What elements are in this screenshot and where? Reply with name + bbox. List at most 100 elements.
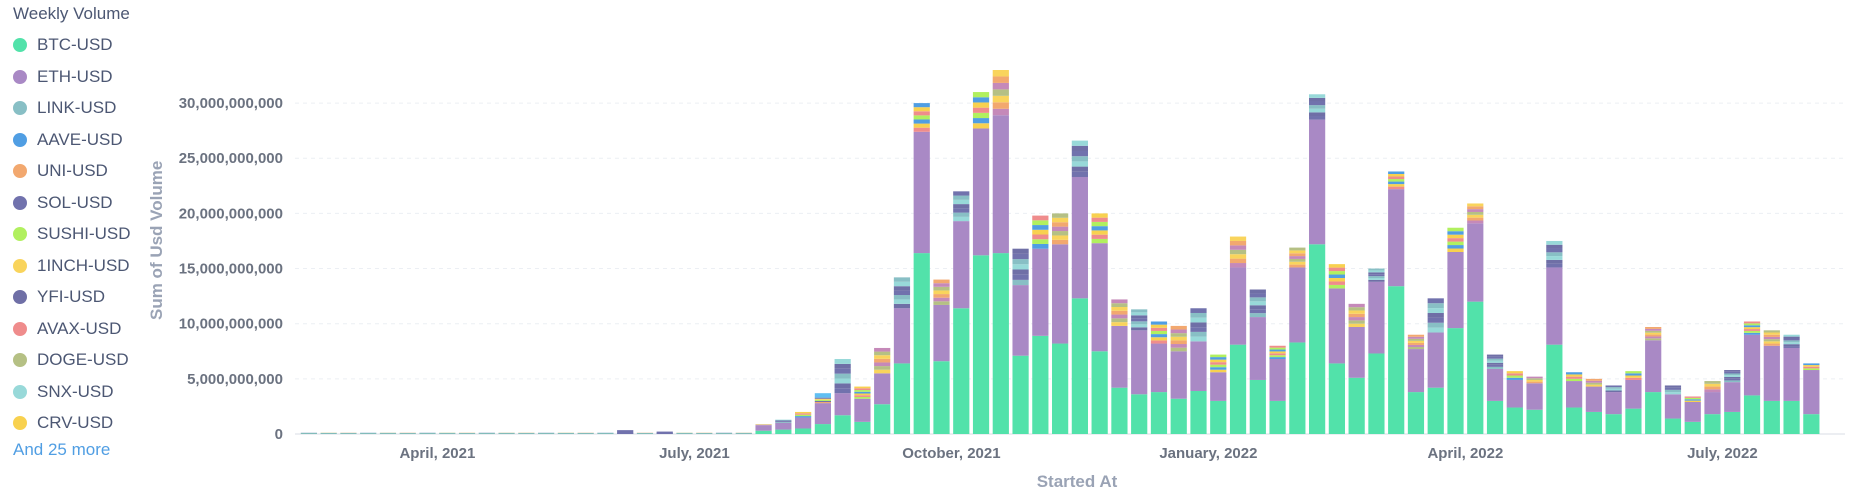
bar-segment-other (1388, 181, 1405, 185)
bar-segment-eth (1486, 368, 1504, 401)
bar-segment-other (1012, 248, 1029, 254)
bar-segment-other (972, 112, 990, 119)
bar-segment-other (656, 431, 673, 434)
bar-segment-other (1368, 279, 1385, 282)
bar-segment-other (1249, 313, 1266, 318)
x-tick-label: July, 2022 (1687, 445, 1758, 462)
legend-more-link[interactable]: And 25 more (13, 440, 111, 459)
bar-segment-other (913, 115, 930, 120)
bar-segment-btc (992, 253, 1009, 434)
bar-segment-other (1625, 377, 1642, 380)
bar-segment-other (1328, 284, 1345, 289)
bar-segment-btc (1407, 392, 1425, 434)
bar-segment-eth (1546, 267, 1563, 345)
bar-segment-btc (953, 308, 970, 434)
bar-segment-btc (458, 433, 476, 434)
bar-segment-other (1467, 211, 1484, 215)
legend-label: SOL-USD (37, 192, 113, 212)
bar-segment-eth (854, 398, 871, 422)
bar-segment-other (1605, 388, 1622, 391)
bar-segment-eth (1150, 343, 1168, 393)
legend-item[interactable]: ETH-USD (13, 64, 113, 90)
bar-segment-btc (1309, 244, 1326, 434)
bar-segment-eth (1091, 243, 1108, 352)
bar-segment-btc (1684, 421, 1701, 434)
legend-item[interactable]: AAVE-USD (13, 127, 123, 153)
legend-item[interactable]: 1INCH-USD (13, 253, 130, 279)
legend-item[interactable]: SOL-USD (13, 190, 113, 216)
bar-segment-eth (1664, 394, 1682, 419)
bar-segment-other (1210, 357, 1227, 360)
bar-segment-other (1111, 318, 1128, 323)
bar-segment-other (893, 277, 911, 282)
bar-segment-other (1625, 373, 1642, 376)
bar-segment-other (1645, 327, 1662, 329)
bar-segment-other (1724, 376, 1741, 379)
bar-segment-other (1131, 312, 1148, 316)
legend-item[interactable]: LINK-USD (13, 95, 116, 121)
x-tick-label: April, 2022 (1427, 445, 1503, 462)
bar-segment-other (1190, 331, 1207, 337)
bar-segment-other (1111, 322, 1128, 326)
legend-item[interactable]: UNI-USD (13, 158, 108, 184)
bar-segment-eth (1012, 285, 1029, 356)
bar-segment-other (1407, 344, 1425, 348)
bar-segment-other (1249, 293, 1266, 298)
legend-label: SNX-USD (37, 381, 114, 401)
bar-segment-other (1506, 375, 1523, 378)
bar-segment-other (1071, 166, 1088, 172)
bar-segment-other (854, 390, 871, 392)
bar-segment-other (1467, 206, 1484, 210)
x-tick-label: April, 2021 (399, 445, 475, 462)
legend-item[interactable]: YFI-USD (13, 284, 105, 310)
bar-segment-eth (1743, 334, 1761, 396)
bar-segment-other (992, 82, 1009, 90)
bar-segment-other (1111, 310, 1128, 315)
bar-segment-other (795, 416, 812, 418)
bar-segment-other (1803, 363, 1820, 366)
bar-segment-other (1566, 376, 1583, 379)
bar-segment-other (1229, 245, 1247, 250)
x-tick-label: July, 2021 (659, 445, 730, 462)
bar-segment-other (1724, 378, 1741, 381)
legend-item[interactable]: DOGE-USD (13, 347, 129, 373)
bar-segment-other (1348, 303, 1365, 308)
bar-segment-other (1486, 364, 1504, 367)
bar-segment-other (1447, 234, 1464, 239)
bar-segment-other (1328, 278, 1345, 282)
bar-segment-eth (933, 304, 950, 362)
bar-segment-eth (972, 128, 990, 256)
bar-segment-btc (399, 433, 416, 434)
bar-segment-other (1427, 298, 1444, 304)
bar-segment-other (1032, 239, 1049, 244)
bar-segment-other (1249, 309, 1266, 314)
legend-item[interactable]: SNX-USD (13, 379, 114, 405)
bar-segment-other (1249, 289, 1266, 294)
bar-segment-other (1763, 334, 1780, 337)
bar-segment-other (854, 393, 871, 396)
bar-segment-other (1368, 278, 1385, 280)
bar-segment-other (1625, 371, 1642, 374)
bar-segment-other (1605, 387, 1622, 389)
legend-label: AVAX-USD (37, 318, 122, 338)
bar-segment-other (1447, 231, 1464, 235)
x-axis-title: Started At (1037, 472, 1118, 491)
bar-segment-other (1664, 387, 1682, 390)
bar-segment-other (1269, 347, 1286, 350)
legend-item[interactable]: SUSHI-USD (13, 221, 131, 247)
bar-segment-other (1111, 299, 1128, 304)
legend-item[interactable]: AVAX-USD (13, 316, 121, 342)
legend-item[interactable]: CRV-USD (13, 410, 113, 436)
bar-segment-btc (1625, 408, 1642, 434)
legend-item[interactable]: BTC-USD (13, 32, 113, 58)
bar-segment-btc (1348, 377, 1365, 434)
bar-segment-btc (1664, 418, 1682, 434)
bar-segment-other (1486, 354, 1504, 357)
bar-segment-btc (439, 433, 456, 434)
bar-segment-other (814, 397, 831, 399)
bar-segment-other (1506, 373, 1523, 376)
bar-segment-other (775, 422, 792, 423)
bar-segment-other (874, 351, 891, 356)
legend-swatch (13, 227, 27, 241)
bar-segment-other (874, 347, 891, 352)
